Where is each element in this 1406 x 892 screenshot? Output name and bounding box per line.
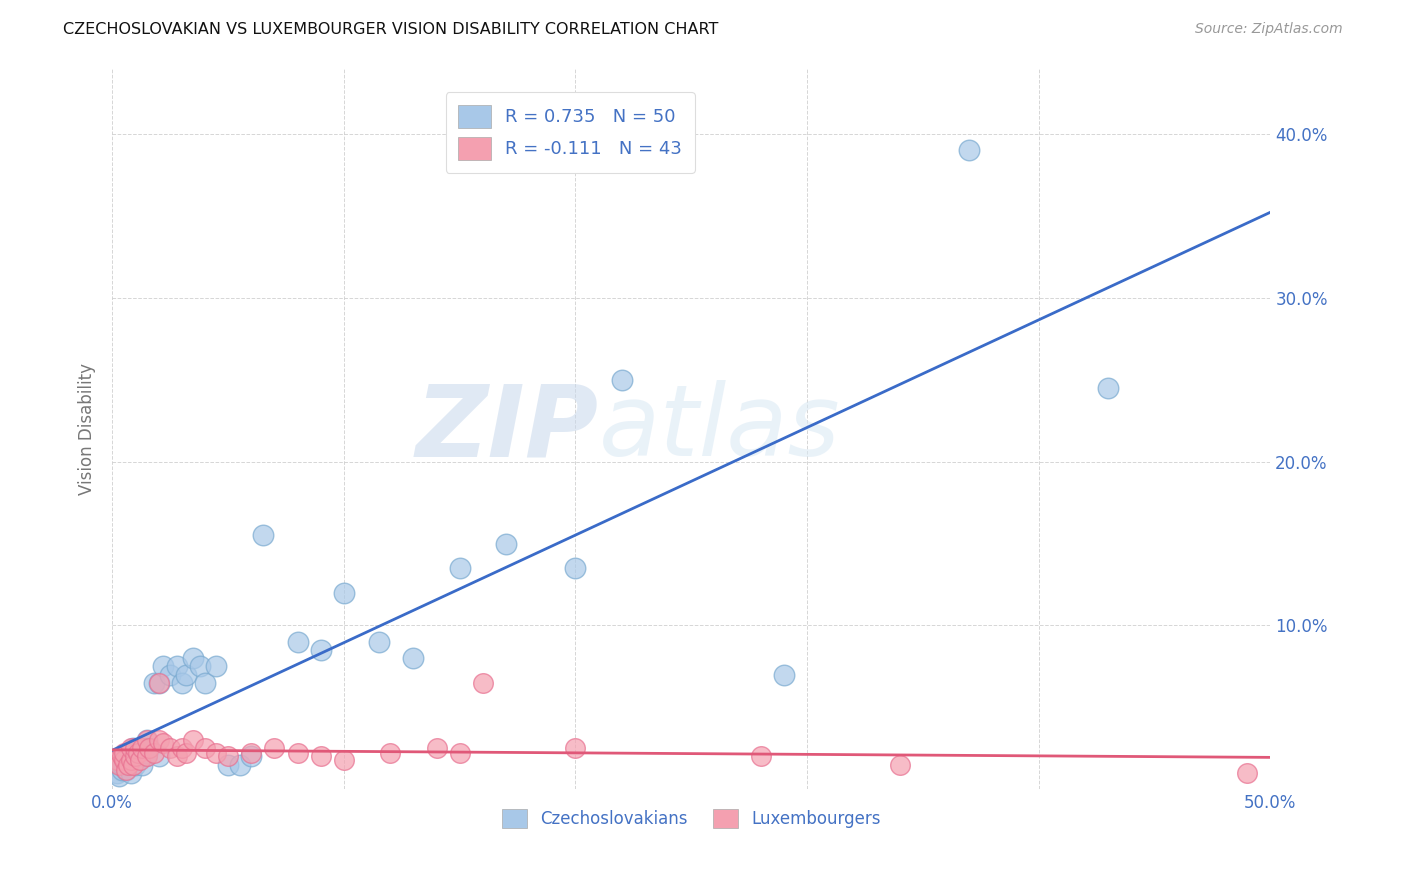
Point: [122, 757, 145, 772]
Text: CZECHOSLOVAKIAN VS LUXEMBOURGER VISION DISABILITY CORRELATION CHART: CZECHOSLOVAKIAN VS LUXEMBOURGER VISION D…: [63, 22, 718, 37]
Point: [240, 749, 263, 764]
Point: [142, 746, 165, 760]
Point: [127, 746, 149, 760]
Point: [117, 757, 139, 772]
Point: [124, 749, 146, 764]
Point: [610, 373, 633, 387]
Point: [166, 749, 188, 764]
Point: [120, 765, 142, 780]
Point: [105, 765, 128, 780]
Point: [1236, 765, 1258, 780]
Point: [194, 675, 217, 690]
Point: [176, 746, 198, 760]
Point: [108, 757, 131, 772]
Point: [287, 635, 309, 649]
Point: [131, 741, 153, 756]
Point: [120, 753, 142, 767]
Point: [138, 741, 160, 756]
Point: [148, 749, 170, 764]
Point: [957, 144, 980, 158]
Point: [181, 651, 204, 665]
Point: [263, 741, 285, 756]
Point: [217, 757, 239, 772]
Point: [117, 746, 139, 760]
Point: [228, 757, 250, 772]
Text: atlas: atlas: [599, 380, 841, 477]
Point: [773, 667, 796, 681]
Point: [889, 757, 911, 772]
Point: [205, 746, 228, 760]
Point: [749, 749, 772, 764]
Point: [152, 736, 174, 750]
Point: [194, 741, 217, 756]
Point: [110, 749, 132, 764]
Point: [217, 749, 239, 764]
Point: [1097, 381, 1119, 395]
Point: [367, 635, 389, 649]
Point: [159, 667, 181, 681]
Point: [188, 659, 211, 673]
Point: [138, 741, 160, 756]
Point: [129, 753, 152, 767]
Point: [148, 675, 170, 690]
Point: [112, 746, 135, 760]
Point: [112, 753, 135, 767]
Point: [495, 536, 517, 550]
Point: [425, 741, 447, 756]
Point: [124, 741, 146, 756]
Text: Source: ZipAtlas.com: Source: ZipAtlas.com: [1195, 22, 1343, 37]
Point: [170, 675, 193, 690]
Point: [120, 753, 142, 767]
Point: [120, 741, 142, 756]
Point: [142, 675, 165, 690]
Point: [402, 651, 425, 665]
Y-axis label: Vision Disability: Vision Disability: [79, 363, 96, 495]
Point: [136, 749, 159, 764]
Point: [117, 757, 139, 772]
Legend: Czechoslovakians, Luxembourgers: Czechoslovakians, Luxembourgers: [495, 803, 887, 835]
Point: [112, 749, 135, 764]
Point: [124, 757, 146, 772]
Point: [136, 746, 159, 760]
Point: [333, 585, 356, 599]
Point: [287, 746, 309, 760]
Point: [129, 749, 152, 764]
Point: [166, 659, 188, 673]
Point: [110, 757, 132, 772]
Point: [170, 741, 193, 756]
Point: [380, 746, 402, 760]
Point: [127, 753, 149, 767]
Point: [131, 757, 153, 772]
Point: [152, 659, 174, 673]
Point: [449, 561, 471, 575]
Text: ZIP: ZIP: [416, 380, 599, 477]
Point: [309, 643, 332, 657]
Point: [564, 741, 586, 756]
Point: [333, 753, 356, 767]
Point: [112, 753, 135, 767]
Point: [131, 741, 153, 756]
Point: [205, 659, 228, 673]
Point: [122, 741, 145, 756]
Point: [240, 746, 263, 760]
Point: [136, 733, 159, 747]
Point: [148, 675, 170, 690]
Point: [159, 741, 181, 756]
Point: [564, 561, 586, 575]
Point: [148, 733, 170, 747]
Point: [108, 769, 131, 783]
Point: [124, 746, 146, 760]
Point: [309, 749, 332, 764]
Point: [110, 763, 132, 777]
Point: [449, 746, 471, 760]
Point: [181, 733, 204, 747]
Point: [176, 667, 198, 681]
Point: [471, 675, 494, 690]
Point: [115, 763, 138, 777]
Point: [115, 763, 138, 777]
Point: [136, 733, 159, 747]
Point: [252, 528, 274, 542]
Point: [134, 749, 156, 764]
Point: [105, 753, 128, 767]
